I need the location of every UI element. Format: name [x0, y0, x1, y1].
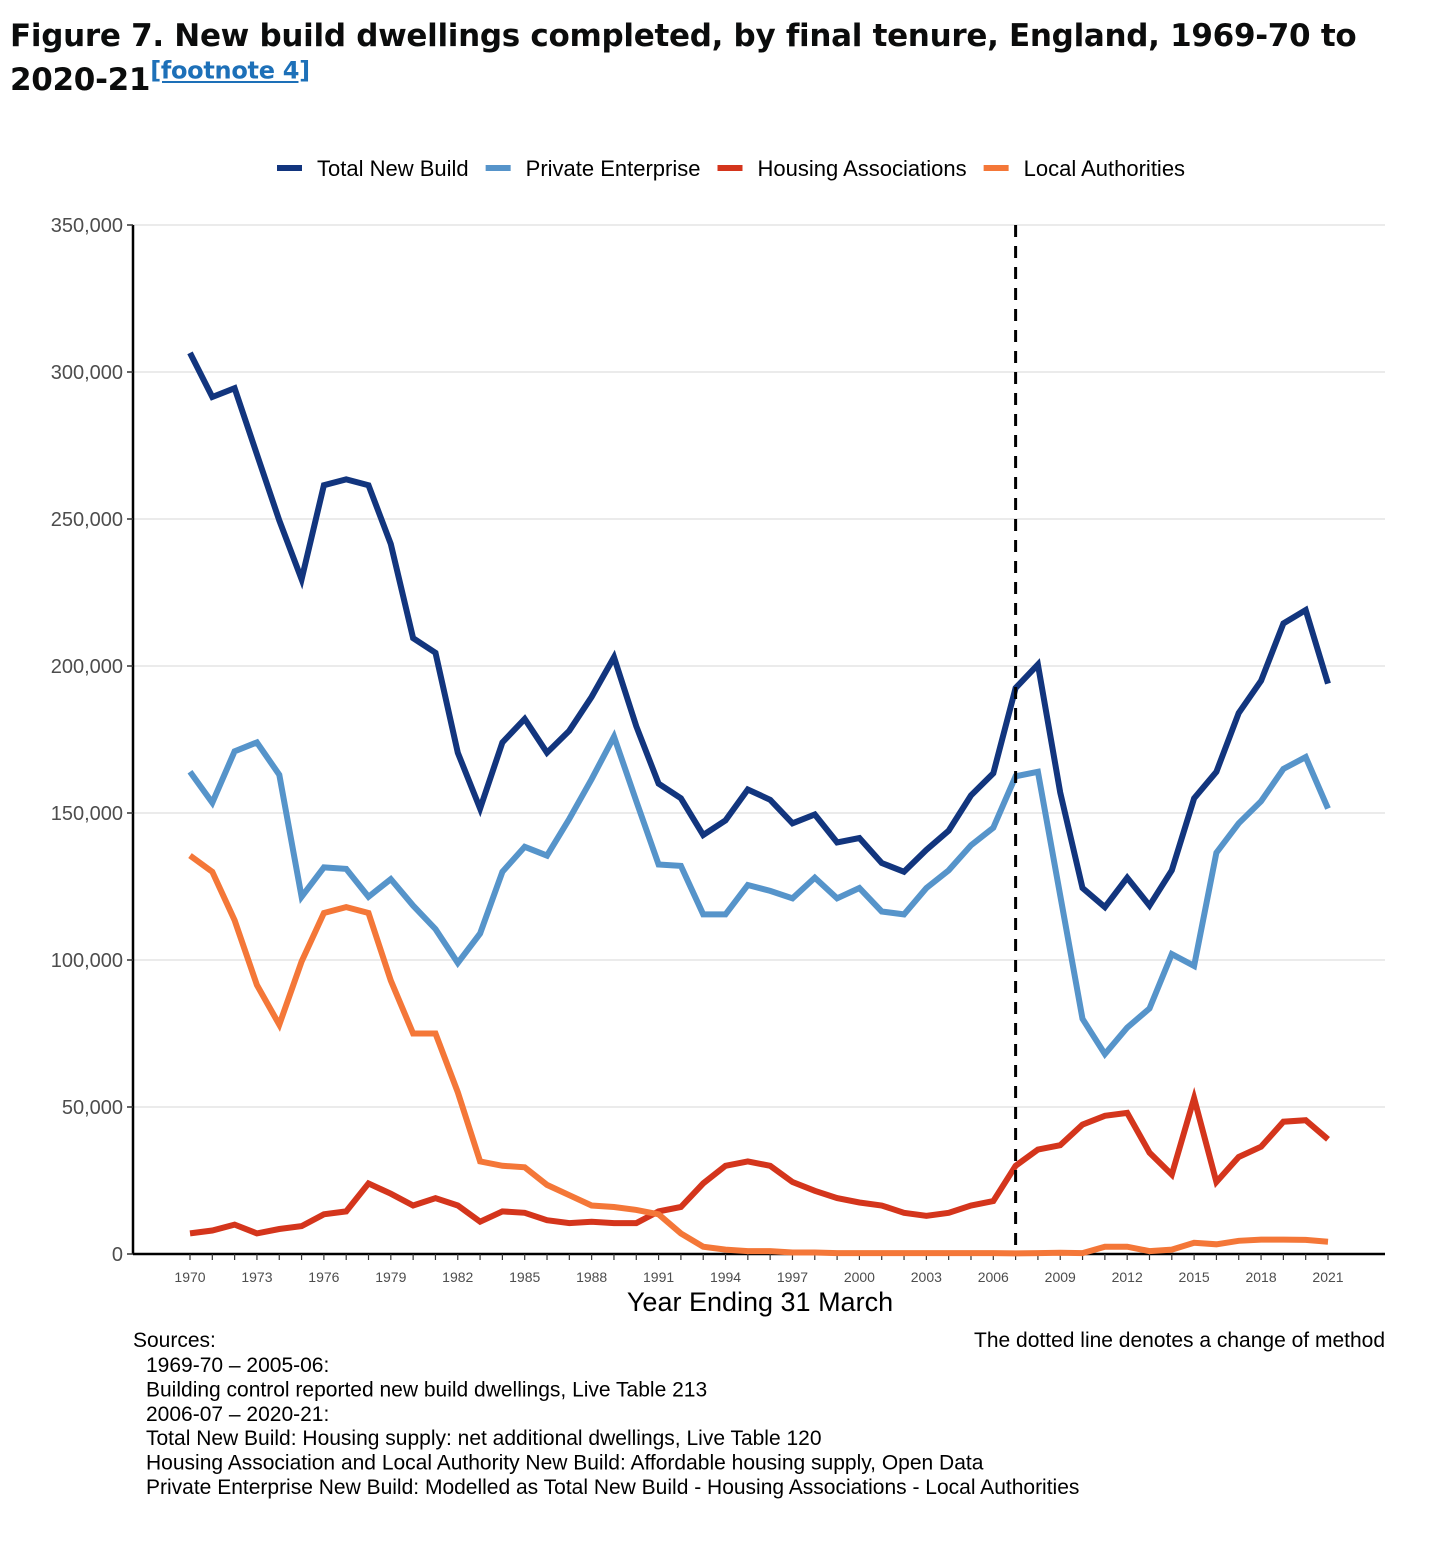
method-change-note: The dotted line denotes a change of meth… — [974, 1329, 1385, 1352]
sources-line: 1969-70 – 2005-06: — [146, 1354, 329, 1377]
x-tick-label: 2012 — [1112, 1269, 1143, 1285]
y-tick-label: 200,000 — [51, 656, 123, 678]
sources-line: Housing Association and Local Authority … — [146, 1452, 984, 1475]
y-tick-label: 100,000 — [51, 950, 123, 972]
x-tick-label: 2000 — [844, 1269, 875, 1285]
y-tick-label: 50,000 — [62, 1097, 123, 1119]
x-tick-label: 1991 — [643, 1269, 674, 1285]
x-tick-label: 1988 — [576, 1269, 607, 1285]
page-title-text: Figure 7. New build dwellings completed,… — [10, 18, 1357, 98]
y-axis-ticks: 0 50,000 100,000 150,000 200,000 250,000 300,0… — [51, 215, 133, 1266]
legend-label: Local Authorities — [1024, 156, 1185, 181]
chart-gridlines — [133, 224, 1385, 1108]
series-line-local-authorities — [188, 853, 1329, 1257]
x-tick-label: 1997 — [777, 1269, 808, 1285]
y-tick-label: 300,000 — [51, 362, 123, 384]
x-tick-label: 1982 — [442, 1269, 473, 1285]
page-title: Figure 7. New build dwellings completed,… — [10, 14, 1440, 102]
x-tick-label: 2018 — [1245, 1269, 1276, 1285]
x-tick-label: 1970 — [174, 1269, 205, 1285]
sources-line: Private Enterprise New Build: Modelled a… — [146, 1476, 1079, 1499]
series-line-total-new-build — [187, 351, 1331, 912]
y-tick-label: 0 — [112, 1244, 123, 1266]
y-tick-label: 350,000 — [51, 215, 123, 237]
legend-label: Housing Associations — [758, 156, 967, 181]
sources-note: Sources: 1969-70 – 2005-06:Building cont… — [133, 1329, 1079, 1499]
sources-line: 2006-07 – 2020-21: — [146, 1403, 329, 1426]
x-tick-label: 2006 — [978, 1269, 1009, 1285]
x-tick-label: 1976 — [308, 1269, 339, 1285]
sources-heading: Sources: — [133, 1329, 216, 1352]
sources-line: Building control reported new build dwel… — [146, 1378, 707, 1401]
series-line-private-enterprise — [187, 729, 1331, 1060]
y-tick-label: 250,000 — [51, 509, 123, 531]
x-axis-ticks: 1970 1973 1976 1979 1982 1985 1988 1991 1994 1997… — [174, 1254, 1344, 1285]
x-tick-label: 2015 — [1179, 1269, 1210, 1285]
legend-label: Total New Build — [317, 156, 469, 181]
y-tick-label: 150,000 — [51, 803, 123, 825]
x-tick-label: 2021 — [1312, 1269, 1343, 1285]
chart-series — [187, 351, 1331, 1257]
x-tick-label: 1973 — [241, 1269, 272, 1285]
x-axis-label: Year Ending 31 March — [627, 1287, 893, 1317]
sources-line: Total New Build: Housing supply: net add… — [146, 1427, 822, 1450]
x-tick-label: 2009 — [1045, 1269, 1076, 1285]
x-tick-label: 1994 — [710, 1269, 741, 1285]
chart-legend: Total New Build Private Enterprise Housing… — [277, 156, 1185, 181]
x-tick-label: 1979 — [375, 1269, 406, 1285]
x-tick-label: 2003 — [911, 1269, 942, 1285]
series-line-housing-associations — [189, 1087, 1330, 1237]
legend-label: Private Enterprise — [526, 156, 701, 181]
footnote-link[interactable]: [footnote 4] — [150, 56, 310, 85]
x-tick-label: 1985 — [509, 1269, 540, 1285]
